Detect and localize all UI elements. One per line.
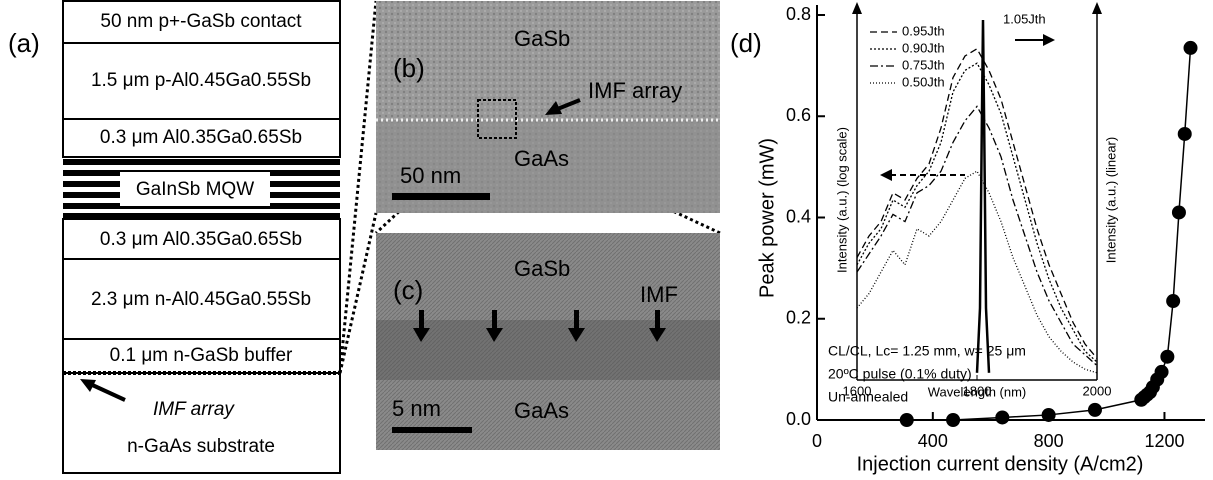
zoom-box xyxy=(477,99,517,139)
mqw-bars xyxy=(63,159,340,219)
data-point xyxy=(1171,205,1186,220)
panel-label: (c) xyxy=(393,275,423,305)
y-tick-label: 0.4 xyxy=(786,206,811,226)
panel-label: (d) xyxy=(730,28,762,58)
arrow xyxy=(545,98,581,115)
arrow xyxy=(80,379,126,402)
panel-label: (b) xyxy=(393,53,425,83)
legend-label: 1.05Jth xyxy=(1003,11,1046,26)
legend-label: 0.95Jth xyxy=(902,23,945,38)
spectrum xyxy=(856,170,1098,374)
connecting-line xyxy=(906,47,1192,421)
layer-label: 0.3 μm Al0.35Ga0.65Sb xyxy=(100,127,302,148)
data-point xyxy=(1166,294,1181,309)
panel-label: (a) xyxy=(8,28,40,58)
y-tick-label: 0.0 xyxy=(786,409,811,429)
layer-label: 1.5 μm p-Al0.45Ga0.55Sb xyxy=(91,70,311,91)
data-point xyxy=(1154,364,1169,379)
y-tick-label: 0.8 xyxy=(786,4,811,24)
y-tick-label: 0.6 xyxy=(786,105,811,125)
material-label: GaSb xyxy=(514,26,570,51)
scale-bar xyxy=(392,427,472,433)
inset-x-title: Wavelength (nm) xyxy=(928,384,1027,399)
layer-label: GaInSb MQW xyxy=(136,179,254,200)
data-point xyxy=(1183,40,1198,55)
data-point xyxy=(1041,407,1056,422)
imf-label: IMF xyxy=(640,282,678,307)
imf-label: IMF array xyxy=(153,399,235,420)
legend-label: 0.50Jth xyxy=(902,74,945,89)
x-tick-label: 0 xyxy=(812,431,822,451)
scale-label: 50 nm xyxy=(400,163,461,188)
inset-x-tick-label: 2000 xyxy=(1083,383,1112,398)
data-point xyxy=(946,413,961,427)
annotation: CL/CL, Lc= 1.25 mm, w= 25 μm xyxy=(828,343,1026,359)
x-tick-label: 400 xyxy=(918,431,948,451)
data-point xyxy=(995,410,1010,425)
inset-x-tick-label: 1800 xyxy=(963,383,992,398)
substrate-label: n-GaAs substrate xyxy=(127,436,275,457)
spectrum xyxy=(856,47,1098,359)
annotation: Un-annealed xyxy=(828,389,908,405)
imf-label: IMF array xyxy=(588,78,682,103)
direction-arrows xyxy=(852,2,1102,380)
scale-label: 5 nm xyxy=(392,396,441,421)
legend-label: 0.75Jth xyxy=(902,57,945,72)
y-tick-label: 0.2 xyxy=(786,308,811,328)
spectrum xyxy=(856,62,1098,363)
y-axis-title: Peak power (mW) xyxy=(756,138,778,298)
data-point xyxy=(1177,126,1192,141)
data-point xyxy=(1087,402,1102,417)
data-point xyxy=(899,413,914,427)
spectrum xyxy=(975,19,991,373)
layer-label: 0.3 μm Al0.35Ga0.65Sb xyxy=(100,229,302,250)
material-label: GaSb xyxy=(514,256,570,281)
arrow xyxy=(413,310,666,342)
x-axis-title: Injection current density (A/cm2) xyxy=(857,453,1144,475)
tem-image xyxy=(376,233,720,450)
legend-label: 0.90Jth xyxy=(902,40,945,55)
annotation: 20ºC pulse (0.1% duty) xyxy=(828,366,972,382)
inset-x-tick-label: 1600 xyxy=(843,383,872,398)
layer-stack xyxy=(62,0,341,474)
x-tick-label: 800 xyxy=(1034,431,1064,451)
inset-y2-title: Intensity (a.u.) (linear) xyxy=(1103,137,1118,263)
layer-label: 2.3 μm n-Al0.45Ga0.55Sb xyxy=(91,289,311,310)
data-point xyxy=(1160,349,1175,364)
spectrum xyxy=(856,105,1098,367)
x-tick-label: 1200 xyxy=(1144,431,1184,451)
layer-label: 0.1 μm n-GaSb buffer xyxy=(110,345,293,366)
layer-label: 50 nm p+-GaSb contact xyxy=(100,11,302,32)
scale-bar xyxy=(392,193,490,200)
inset-y-title: Intensity (a.u.) (log scale) xyxy=(834,127,849,273)
material-label: GaAs xyxy=(514,146,569,171)
material-label: GaAs xyxy=(514,398,569,423)
